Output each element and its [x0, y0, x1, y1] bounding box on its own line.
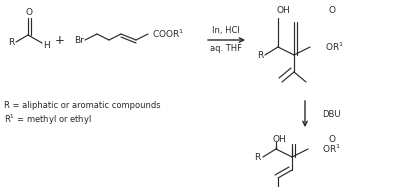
Text: OH: OH — [272, 136, 286, 145]
Text: aq. THF: aq. THF — [210, 44, 242, 53]
Text: R: R — [8, 38, 14, 47]
Text: DBU: DBU — [322, 110, 341, 119]
Text: R: R — [254, 153, 260, 162]
Text: Br: Br — [74, 36, 84, 45]
Text: +: + — [55, 33, 65, 47]
Text: R: R — [257, 50, 263, 59]
Text: R = aliphatic or aromatic compounds: R = aliphatic or aromatic compounds — [4, 100, 161, 110]
Text: H: H — [43, 41, 49, 50]
Text: COOR$^{1}$: COOR$^{1}$ — [152, 28, 184, 40]
Text: R$^{1}$ = methyl or ethyl: R$^{1}$ = methyl or ethyl — [4, 113, 92, 127]
Text: In, HCl: In, HCl — [212, 25, 240, 34]
Text: OR$^{1}$: OR$^{1}$ — [322, 143, 341, 155]
Text: O: O — [26, 7, 33, 16]
Text: OH: OH — [276, 5, 290, 15]
Text: OR$^{1}$: OR$^{1}$ — [325, 41, 344, 53]
Text: O: O — [328, 5, 335, 15]
Text: O: O — [328, 136, 335, 145]
